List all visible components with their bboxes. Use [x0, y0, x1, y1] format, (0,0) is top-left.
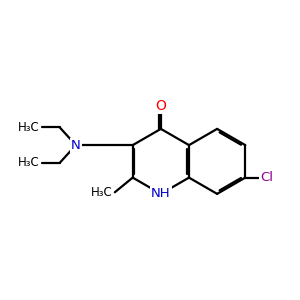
- Text: Cl: Cl: [260, 171, 273, 184]
- Text: NH: NH: [151, 188, 171, 200]
- Text: H₃C: H₃C: [18, 121, 40, 134]
- Text: H₃C: H₃C: [18, 157, 40, 169]
- Text: H₃C: H₃C: [91, 186, 112, 199]
- Text: N: N: [71, 139, 81, 152]
- Text: O: O: [155, 99, 166, 113]
